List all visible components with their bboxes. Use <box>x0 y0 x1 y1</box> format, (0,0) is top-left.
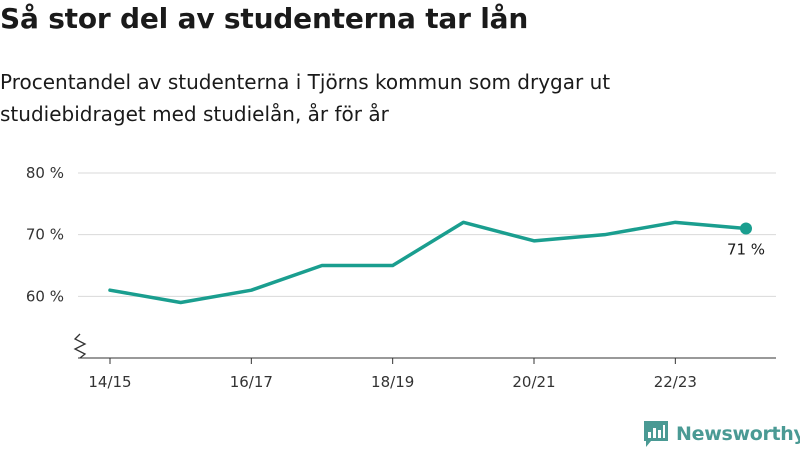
x-tick-label: 22/23 <box>654 373 697 391</box>
y-tick-label-80: 80 % <box>26 164 64 182</box>
chart-subtitle: Procentandel av studenterna i Tjörns kom… <box>0 70 611 126</box>
newsworthy-logo: Newsworthy <box>644 420 800 448</box>
brand-name: Newsworthy <box>676 423 800 445</box>
end-value-label: 71 % <box>727 241 765 259</box>
series-path <box>108 220 748 305</box>
end-point-marker <box>740 222 752 235</box>
x-tick-label: 14/15 <box>88 373 131 391</box>
bar-chart-logo-icon <box>644 421 668 447</box>
y-tick-label-60: 60 % <box>26 287 64 305</box>
data-labels: 71 % <box>727 241 765 259</box>
x-tick-label: 20/21 <box>512 373 555 391</box>
line-chart: 60 % 70 % 80 % 14/15 16/17 18/19 20/21 22/23 7… <box>26 164 776 391</box>
chart-title: Så stor del av studenterna tar lån <box>0 2 529 35</box>
axis-break-zigzag <box>73 333 87 359</box>
series-line <box>108 220 752 305</box>
y-tick-label-70: 70 % <box>26 226 64 244</box>
y-axis-break-icon <box>73 333 87 359</box>
x-tick-label: 18/19 <box>371 373 414 391</box>
x-tick-label: 16/17 <box>230 373 273 391</box>
x-axis: 14/15 16/17 18/19 20/21 22/23 <box>78 357 776 391</box>
gridlines: 60 % 70 % 80 % <box>26 164 776 305</box>
